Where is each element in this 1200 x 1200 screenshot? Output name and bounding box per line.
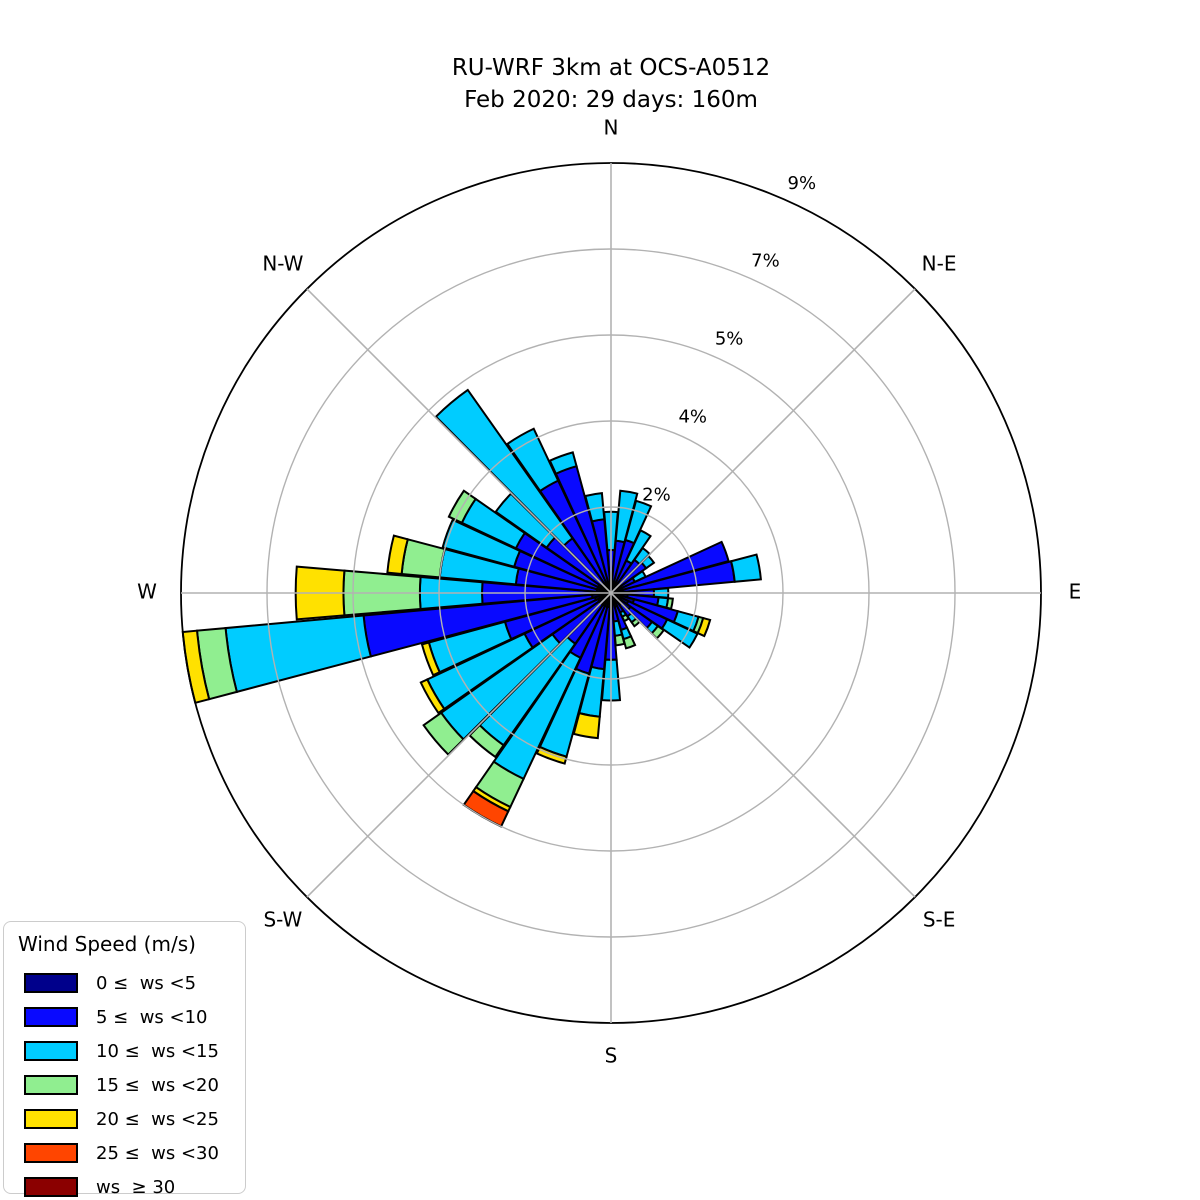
chart-title: RU-WRF 3km at OCS-A0512 Feb 2020: 29 day… (452, 52, 770, 116)
legend-item-label: 25 ≤ ws <30 (96, 1142, 219, 1164)
compass-label-s-e: S-E (923, 908, 956, 932)
chart-title-line1: RU-WRF 3km at OCS-A0512 (451, 55, 771, 81)
wind-sector-350-wedge (584, 491, 606, 523)
legend-box: Wind Speed (m/s) 0 ≤ ws <5 5 ≤ ws <10 10 ≤… (3, 921, 246, 1198)
legend-item: 20 ≤ ws <25 (16, 1102, 245, 1136)
legend-item: ws ≥ 30 (16, 1170, 245, 1200)
wind-sector-120-wedge (660, 618, 699, 649)
legend-swatch-2 (24, 1041, 78, 1061)
wind-sector-190-wedge (572, 711, 601, 740)
legend-swatch-3 (24, 1075, 78, 1095)
wind-sector-50-wedge (640, 554, 656, 570)
wind-sector-340-wedge (548, 451, 578, 476)
legend-item-label: 20 ≤ ws <25 (96, 1108, 219, 1130)
wind-sector-250-wedge (420, 641, 442, 677)
wind-sector-240-wedge (419, 678, 446, 715)
ring-tick-label: 9% (788, 173, 817, 194)
grid-spoke (306, 288, 612, 594)
legend-item: 10 ≤ ws <15 (16, 1034, 245, 1068)
wind-sector-260-wedge (224, 614, 373, 694)
wind-sector-30-wedge (624, 528, 652, 565)
legend-swatch-4 (24, 1109, 78, 1129)
legend-rows: 0 ≤ ws <5 5 ≤ ws <10 10 ≤ ws <15 15 ≤ ws <2… (16, 966, 245, 1200)
wind-sector-110-wedge (696, 616, 712, 638)
wind-sector-20-wedge (624, 499, 653, 545)
wind-sector-80-wedge (729, 553, 762, 583)
legend-swatch-1 (24, 1007, 78, 1027)
legend-item-label: 5 ≤ ws <10 (96, 1006, 208, 1028)
compass-label-s-w: S-W (263, 908, 302, 932)
legend-item-label: 15 ≤ ws <20 (96, 1074, 219, 1096)
legend-item-label: 0 ≤ ws <5 (96, 972, 197, 994)
legend-item-label: 10 ≤ ws <15 (96, 1040, 219, 1062)
wind-sector-230-wedge (422, 711, 465, 757)
grid-spoke (306, 592, 612, 898)
grid-spoke (610, 592, 916, 898)
ring-tick-label: 4% (678, 407, 707, 428)
legend-title: Wind Speed (m/s) (18, 932, 196, 956)
wind-sector-280-wedge (386, 534, 409, 576)
wind-sector-320-wedge (434, 388, 574, 547)
wind-sector-160-wedge (622, 635, 637, 650)
legend-swatch-0 (24, 973, 78, 993)
grid-spoke (610, 288, 916, 594)
compass-label-n: N (604, 116, 619, 140)
ring-tick-label: 5% (715, 329, 744, 350)
legend-swatch-6 (24, 1177, 78, 1197)
legend-item: 15 ≤ ws <20 (16, 1068, 245, 1102)
compass-label-w: W (137, 580, 157, 604)
legend-swatch-5 (24, 1143, 78, 1163)
wind-sector-330-wedge (505, 427, 560, 493)
wind-sector-290-wedge (441, 518, 522, 568)
compass-label-n-w: N-W (262, 251, 303, 275)
wind-sector-170-wedge (613, 633, 626, 647)
legend-item: 0 ≤ ws <5 (16, 966, 245, 1000)
legend-item-label: ws ≥ 30 (96, 1176, 176, 1198)
wind-sector-10-wedge (614, 489, 639, 544)
compass-label-s: S (605, 1044, 618, 1068)
wind-sector-100-wedge (665, 597, 674, 611)
compass-label-e: E (1069, 580, 1082, 604)
compass-label-n-e: N-E (922, 251, 957, 275)
ring-tick-label: 2% (642, 485, 671, 506)
legend-item: 5 ≤ ws <10 (16, 1000, 245, 1034)
legend-item: 25 ≤ ws <30 (16, 1136, 245, 1170)
ring-tick-label: 7% (751, 251, 780, 272)
wind-sector-280-wedge (400, 538, 446, 579)
chart-title-line2: Feb 2020: 29 days: 160m (464, 87, 758, 113)
